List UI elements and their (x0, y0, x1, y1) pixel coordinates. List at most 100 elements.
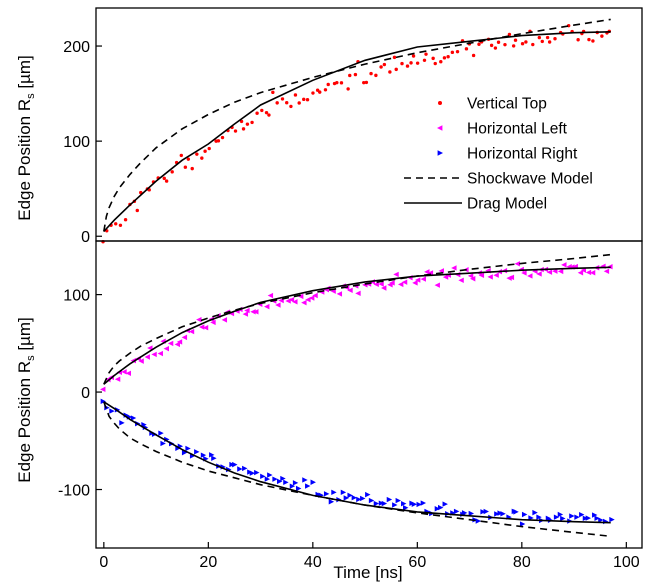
bottom-data-point (109, 408, 115, 414)
bottom-data-point (167, 340, 174, 347)
bottom-data-point (579, 511, 585, 518)
bottom-data-point (401, 279, 408, 285)
top-data-point (576, 38, 580, 42)
x-tick-label: 20 (199, 554, 217, 571)
bottom-data-point (210, 319, 216, 326)
top-data-point (422, 58, 427, 63)
bottom-data-point (589, 270, 596, 276)
bottom-data-point (185, 445, 191, 452)
bottom-data-point (378, 500, 385, 506)
top-data-point (203, 149, 207, 153)
bottom-data-point (267, 472, 273, 478)
bottom-data-point (514, 261, 520, 267)
top-plot-area (101, 18, 611, 244)
bottom-data-point (414, 277, 421, 283)
top-data-point (216, 139, 221, 143)
bottom-data-point (244, 307, 250, 314)
bottom-data-point (147, 345, 153, 351)
top-data-point (353, 72, 358, 77)
legend-tri-left-symbol (437, 125, 443, 131)
legend-label: Vertical Top (467, 96, 547, 113)
bottom-data-point (242, 311, 249, 317)
bottom-data-point (478, 272, 485, 279)
top-y-ticks: 0 100 200 (63, 39, 102, 246)
bottom-data-point (395, 497, 401, 504)
bottom-dashed-model-line-2 (103, 401, 611, 538)
bottom-data-point (160, 440, 166, 447)
top-data-point (285, 101, 289, 105)
bottom-data-point (513, 509, 519, 515)
top-solid-model-line-1 (103, 31, 611, 233)
bottom-data-point (188, 328, 195, 335)
top-y-axis-title-sub: s (25, 93, 37, 99)
top-y-tick-label: 200 (63, 39, 90, 56)
top-dashed-model-line-0 (103, 18, 611, 232)
bottom-y-tick-label: -100 (58, 483, 90, 500)
bottom-data-point (580, 267, 587, 273)
bottom-data-point (157, 350, 163, 357)
bottom-data-point (331, 489, 337, 496)
bottom-data-point (253, 309, 259, 315)
bottom-data-point (289, 483, 296, 489)
top-data-point (264, 110, 269, 115)
bottom-data-point (560, 515, 566, 522)
bottom-data-point (302, 477, 308, 483)
top-data-point (164, 179, 169, 183)
bottom-data-point (532, 509, 538, 516)
bottom-data-point (163, 345, 170, 352)
top-data-point (405, 64, 410, 68)
bottom-data-point (232, 461, 238, 468)
legend-label: Horizontal Right (467, 146, 578, 163)
bottom-data-point (356, 496, 362, 503)
bottom-solid-model-line-1 (103, 266, 611, 385)
bottom-data-point (437, 504, 444, 511)
bottom-data-point (401, 500, 407, 507)
bottom-data-point (200, 452, 207, 458)
bottom-data-point (260, 473, 266, 480)
bottom-data-point (114, 376, 121, 382)
bottom-data-point (500, 511, 506, 517)
bottom-data-point (569, 513, 575, 519)
bottom-data-point (138, 358, 144, 364)
top-y-tick-label: 0 (81, 229, 90, 246)
top-data-point (195, 152, 199, 156)
bottom-data-point (381, 285, 387, 291)
top-data-point (348, 73, 352, 78)
top-data-point (433, 61, 437, 66)
bottom-data-point (557, 511, 564, 518)
bottom-y-axis-title-main: Edge Position R (15, 361, 34, 483)
bottom-data-point (288, 297, 295, 303)
bottom-data-point (264, 476, 271, 482)
legend-tri-right-symbol (437, 150, 443, 156)
bottom-data-point (397, 281, 404, 288)
top-data-point (250, 120, 254, 125)
bottom-data-point (546, 269, 553, 275)
bottom-data-point (368, 497, 375, 504)
bottom-data-point (285, 298, 291, 304)
top-data-point (411, 54, 416, 58)
bottom-data-point (434, 506, 441, 512)
bottom-data-point (424, 269, 430, 275)
top-y-tick-label: 100 (63, 134, 90, 151)
top-data-point (346, 87, 350, 91)
bottom-data-point (264, 303, 270, 310)
bottom-data-point (416, 501, 422, 508)
top-data-point (513, 38, 518, 42)
bottom-data-point (142, 424, 149, 431)
top-data-point (455, 49, 460, 54)
bottom-y-axis-title-unit: [µm] (15, 317, 34, 355)
bottom-data-point (305, 296, 311, 303)
top-data-point (388, 70, 392, 74)
top-data-point (520, 42, 525, 46)
bottom-data-point (130, 415, 137, 421)
bottom-data-point (468, 510, 475, 517)
bottom-data-point (121, 369, 127, 375)
bottom-data-point (480, 509, 486, 515)
bottom-data-point (355, 290, 361, 297)
bottom-data-point (411, 501, 418, 507)
top-data-point (200, 156, 204, 160)
bottom-data-point (347, 287, 353, 294)
bottom-data-point (275, 302, 281, 308)
top-data-point (524, 40, 528, 44)
bottom-data-point (347, 492, 353, 499)
